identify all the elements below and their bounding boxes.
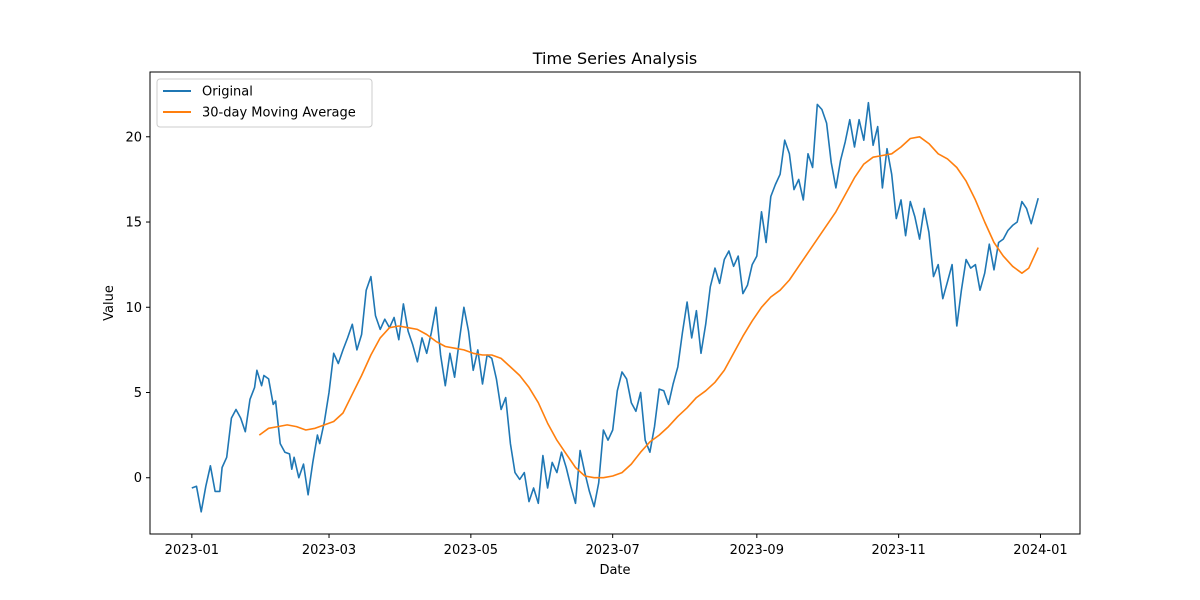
plot-frame — [149, 71, 1081, 535]
x-tick-label: 2023-09 — [730, 543, 784, 558]
legend: Original 30-day Moving Average — [156, 78, 373, 128]
y-tick-label: 5 — [134, 386, 142, 401]
x-tick-label: 2023-03 — [302, 543, 356, 558]
x-axis-ticks: 2023-01 2023-03 2023-05 2023-07 2023-09 2023-… — [165, 534, 1068, 558]
x-tick-label: 2024-01 — [1013, 543, 1067, 558]
legend-label: Original — [202, 85, 253, 100]
series-line-moving-average — [258, 136, 1039, 479]
x-tick-label: 2023-07 — [586, 543, 640, 558]
x-axis-label: Date — [599, 563, 630, 578]
legend-label: 30-day Moving Average — [202, 106, 356, 121]
x-tick-label: 2023-05 — [444, 543, 498, 558]
plot-lines — [191, 101, 1039, 513]
x-tick-label: 2023-11 — [871, 543, 925, 558]
y-tick-label: 20 — [125, 130, 142, 145]
y-tick-label: 15 — [125, 216, 142, 231]
y-axis-label: Value — [102, 285, 117, 321]
y-tick-label: 0 — [134, 471, 142, 486]
y-axis-ticks: 0 5 10 15 20 — [125, 130, 150, 486]
x-tick-label: 2023-01 — [165, 543, 219, 558]
y-tick-label: 10 — [125, 301, 142, 316]
series-line-original — [191, 101, 1039, 513]
legend-box — [156, 78, 373, 128]
chart-title: Time Series Analysis — [532, 49, 697, 68]
